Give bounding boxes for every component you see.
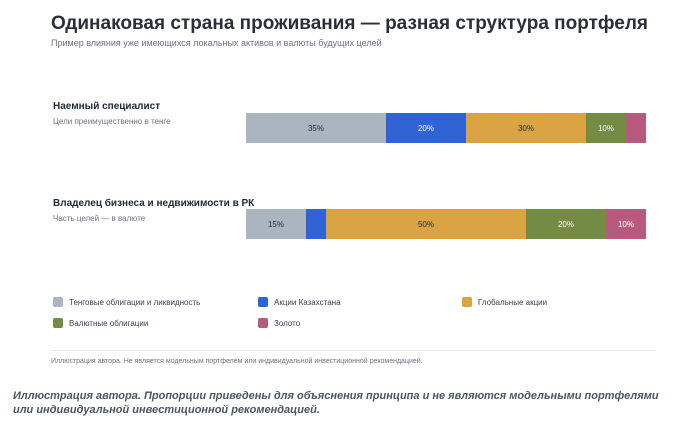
legend-item-tenge-bonds: Тенговые облигации и ликвидность — [53, 297, 200, 307]
bar-segment-row0-series3 — [586, 113, 626, 143]
bar-segment-row1-series3 — [526, 209, 606, 239]
legend-item-fx-bonds: Валютные облигации — [53, 318, 148, 328]
legend-label: Золото — [274, 318, 301, 328]
legend-item-gold: Золото — [258, 318, 300, 328]
bar-segment-row0-series2 — [466, 113, 586, 143]
bar-data-label-row1-series2: 50% — [418, 220, 434, 229]
chart-legend: Тенговые облигации и ликвидность Акции К… — [53, 297, 653, 337]
bar-segment-row1-series0 — [246, 209, 306, 239]
divider — [51, 350, 655, 351]
bar-segment-row1-series4 — [606, 209, 646, 239]
chart-card: Одинаковая страна проживания — разная ст… — [51, 13, 655, 365]
bar-segment-row0-series1 — [386, 113, 466, 143]
bar-segment-row0-series4 — [626, 113, 646, 143]
legend-item-global-stocks: Глобальные акции — [462, 297, 547, 307]
image-caption: Иллюстрация автора. Пропорции приведены … — [13, 390, 659, 416]
chart-footnote: Иллюстрация автора. Не является модельны… — [51, 358, 423, 365]
bar-data-label-row0-series0: 35% — [308, 124, 324, 133]
row-note-business-owner: Часть целей — в валюте — [53, 214, 146, 223]
legend-swatch — [462, 297, 472, 307]
legend-swatch — [258, 297, 268, 307]
bar-data-label-row0-series2: 30% — [518, 124, 534, 133]
bar-segment-row1-series1 — [306, 209, 326, 239]
legend-label: Валютные облигации — [69, 318, 149, 328]
legend-item-kz-stocks: Акции Казахстана — [258, 297, 341, 307]
bar-data-label-row0-series3: 10% — [598, 124, 614, 133]
chart-subtitle: Пример влияния уже имеющихся локальных а… — [51, 38, 382, 48]
chart-title: Одинаковая страна проживания — разная ст… — [51, 13, 649, 34]
legend-swatch — [258, 318, 268, 328]
bar-data-label-row0-series1: 20% — [418, 124, 434, 133]
row-label-business-owner: Владелец бизнеса и недвижимости в РК — [53, 198, 255, 209]
row-note-employee: Цели преимущественно в тенге — [53, 117, 171, 126]
legend-label: Акции Казахстана — [274, 297, 341, 307]
bar-data-label-row1-series3: 20% — [558, 220, 574, 229]
bar-data-label-row1-series4: 10% — [618, 220, 634, 229]
legend-swatch — [53, 318, 63, 328]
bar-data-label-row1-series0: 15% — [268, 220, 284, 229]
row-label-employee: Наемный специалист — [53, 101, 161, 112]
legend-swatch — [53, 297, 63, 307]
legend-label: Тенговые облигации и ликвидность — [69, 297, 201, 307]
bar-segment-row0-series0 — [246, 113, 386, 143]
bar-segment-row1-series2 — [326, 209, 526, 239]
legend-label: Глобальные акции — [478, 297, 548, 307]
stacked-bar-chart: 35% 20% 30% 10% 15% 50% 20% 10% — [246, 113, 646, 239]
